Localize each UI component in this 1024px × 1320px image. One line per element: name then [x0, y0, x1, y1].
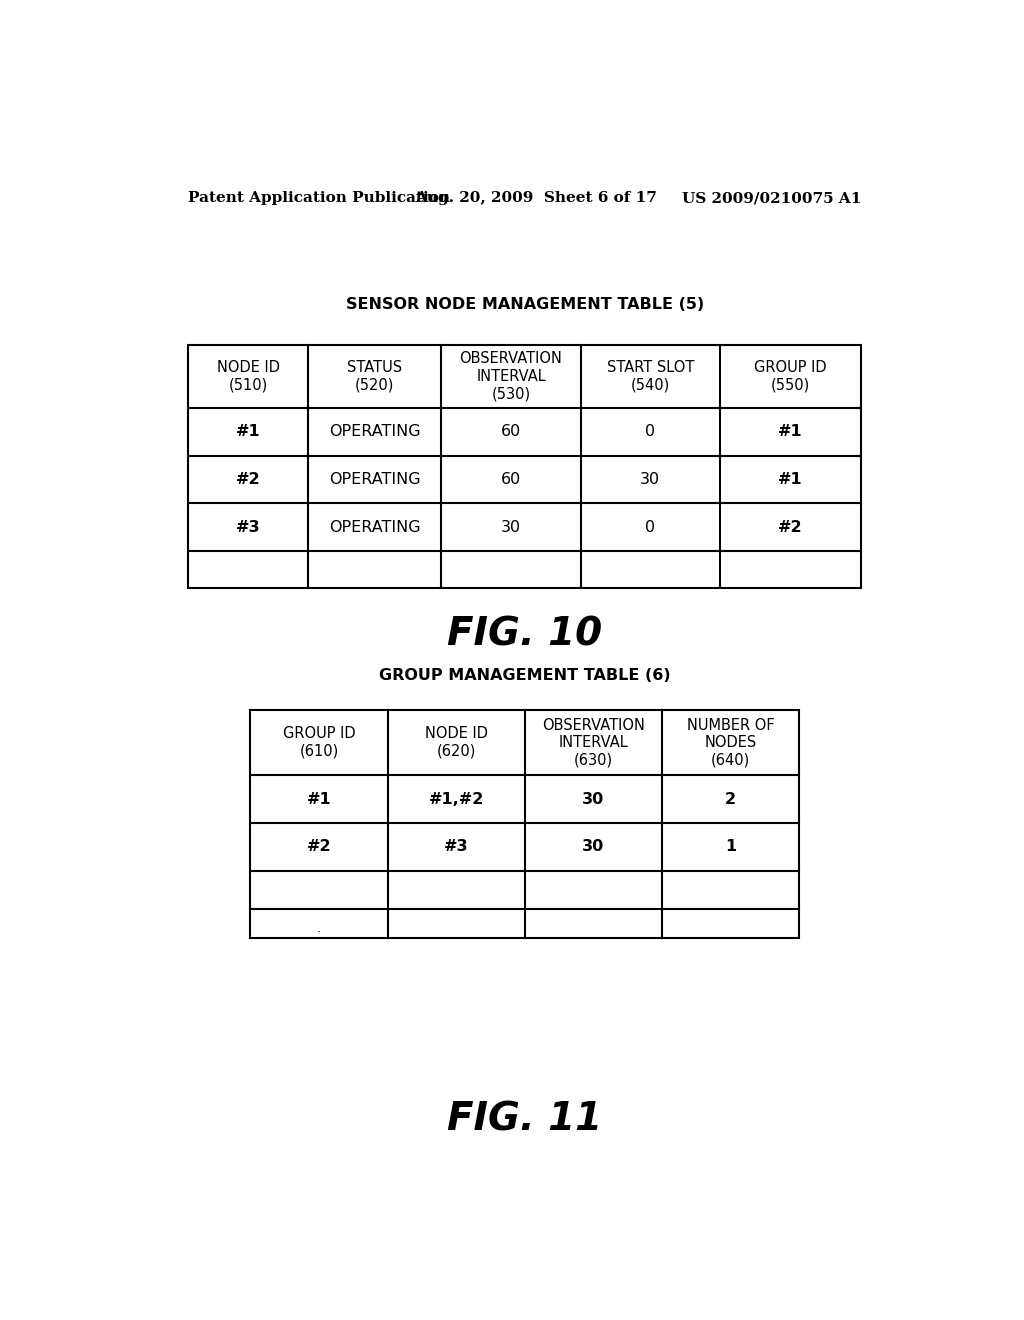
Text: OBSERVATION
INTERVAL
(530): OBSERVATION INTERVAL (530)	[460, 351, 562, 401]
Text: #2: #2	[307, 840, 332, 854]
Text: GROUP ID
(610): GROUP ID (610)	[283, 726, 355, 759]
Text: Aug. 20, 2009  Sheet 6 of 17: Aug. 20, 2009 Sheet 6 of 17	[415, 191, 656, 206]
Text: US 2009/0210075 A1: US 2009/0210075 A1	[682, 191, 861, 206]
Text: #1: #1	[236, 424, 261, 440]
Text: OPERATING: OPERATING	[329, 473, 421, 487]
Text: #2: #2	[236, 473, 261, 487]
Text: 60: 60	[501, 424, 521, 440]
Text: #2: #2	[778, 520, 803, 535]
Text: FIG. 11: FIG. 11	[447, 1101, 602, 1138]
Text: FIG. 10: FIG. 10	[447, 615, 602, 653]
Text: STATUS
(520): STATUS (520)	[347, 360, 402, 392]
Text: Patent Application Publication: Patent Application Publication	[188, 191, 451, 206]
Text: 30: 30	[583, 792, 604, 807]
Text: .: .	[317, 921, 322, 935]
Text: START SLOT
(540): START SLOT (540)	[606, 360, 694, 392]
Text: #3: #3	[236, 520, 261, 535]
Text: 2: 2	[725, 792, 736, 807]
Text: 30: 30	[583, 840, 604, 854]
Text: GROUP MANAGEMENT TABLE (6): GROUP MANAGEMENT TABLE (6)	[379, 668, 671, 684]
Text: NODE ID
(510): NODE ID (510)	[217, 360, 280, 392]
Text: 30: 30	[501, 520, 521, 535]
Text: 60: 60	[501, 473, 521, 487]
Text: OPERATING: OPERATING	[329, 520, 421, 535]
Text: 30: 30	[640, 473, 660, 487]
Text: SENSOR NODE MANAGEMENT TABLE (5): SENSOR NODE MANAGEMENT TABLE (5)	[346, 297, 703, 313]
Text: OPERATING: OPERATING	[329, 424, 421, 440]
Text: 0: 0	[645, 520, 655, 535]
Bar	[251, 710, 799, 939]
Text: GROUP ID
(550): GROUP ID (550)	[755, 360, 826, 392]
Text: #1: #1	[778, 473, 803, 487]
Text: 0: 0	[645, 424, 655, 440]
Text: #1: #1	[307, 792, 332, 807]
Text: NODE ID
(620): NODE ID (620)	[425, 726, 487, 759]
Text: 1: 1	[725, 840, 736, 854]
Text: #3: #3	[443, 840, 469, 854]
Text: #1,#2: #1,#2	[428, 792, 484, 807]
Text: NUMBER OF
NODES
(640): NUMBER OF NODES (640)	[687, 718, 774, 767]
Bar	[188, 345, 861, 589]
Text: OBSERVATION
INTERVAL
(630): OBSERVATION INTERVAL (630)	[542, 718, 645, 767]
Text: #1: #1	[778, 424, 803, 440]
